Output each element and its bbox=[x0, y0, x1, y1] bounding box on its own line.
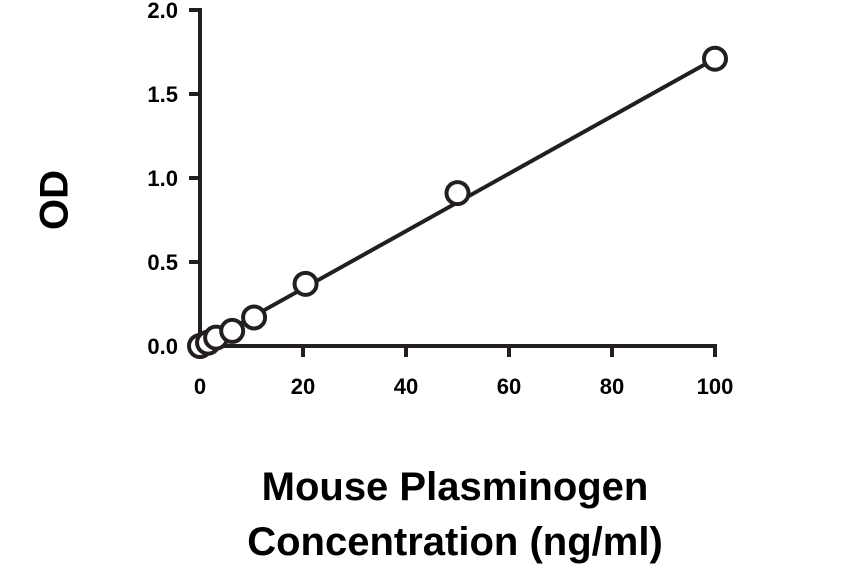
data-point bbox=[219, 317, 246, 344]
data-point bbox=[444, 180, 471, 207]
data-point bbox=[702, 45, 728, 72]
data-points bbox=[187, 45, 728, 359]
axes bbox=[198, 8, 717, 348]
x-ticks: 0 20 40 60 80 100 bbox=[194, 346, 733, 399]
y-ticks: 0.0 0.5 1.0 1.5 2.0 bbox=[147, 0, 200, 359]
data-point bbox=[241, 304, 268, 331]
x-tick-label: 0 bbox=[194, 374, 206, 399]
y-axis-title: OD bbox=[33, 170, 77, 230]
y-tick-label: 0.0 bbox=[147, 334, 178, 359]
x-tick-label: 80 bbox=[600, 374, 624, 399]
y-tick-label: 0.5 bbox=[147, 250, 178, 275]
y-tick-label: 2.0 bbox=[147, 0, 178, 23]
x-tick-label: 20 bbox=[291, 374, 315, 399]
y-tick-label: 1.5 bbox=[147, 82, 178, 107]
x-axis-title-line-1: Mouse Plasminogen bbox=[262, 465, 649, 509]
x-tick-label: 40 bbox=[394, 374, 418, 399]
x-tick-label: 100 bbox=[697, 374, 734, 399]
data-point bbox=[292, 270, 319, 297]
x-tick-label: 60 bbox=[497, 374, 521, 399]
y-tick-label: 1.0 bbox=[147, 166, 178, 191]
x-axis-title-line-2: Concentration (ng/ml) bbox=[247, 520, 663, 564]
